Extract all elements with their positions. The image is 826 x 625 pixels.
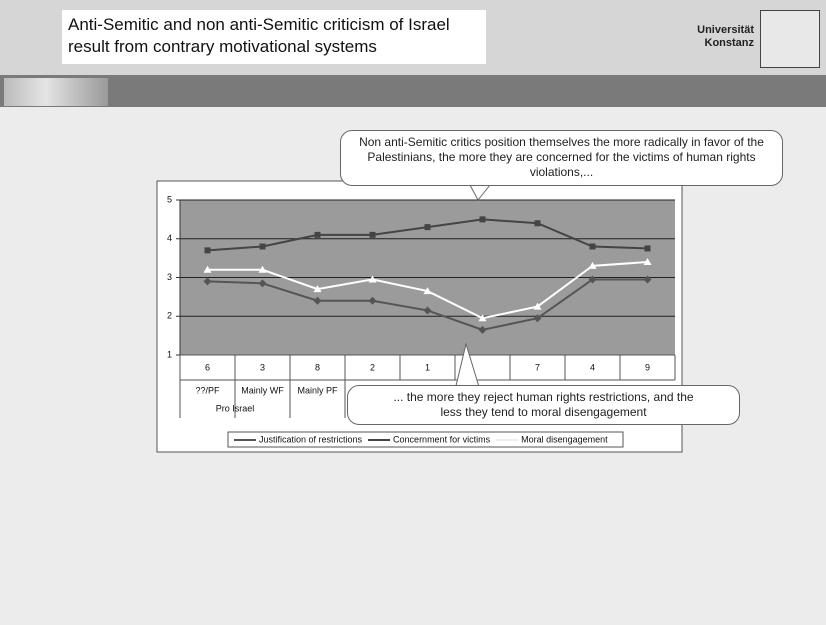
marker xyxy=(314,231,321,238)
marker xyxy=(258,265,267,273)
logo-line: Konstanz xyxy=(704,37,755,49)
y-tick-label: 3 xyxy=(167,272,172,282)
marker xyxy=(368,275,377,283)
y-tick-label: 2 xyxy=(167,311,172,321)
slide-title: Anti-Semitic and non anti-Semitic critic… xyxy=(62,10,486,64)
callout: ... the more they reject human rights re… xyxy=(347,385,740,425)
marker xyxy=(643,275,652,284)
marker xyxy=(478,314,487,322)
marker xyxy=(313,285,322,293)
marker xyxy=(423,306,432,315)
x-tick-label: 9 xyxy=(645,362,650,372)
y-tick-label: 1 xyxy=(167,349,172,359)
logo-image xyxy=(760,10,820,68)
marker xyxy=(423,287,432,295)
marker xyxy=(533,302,542,310)
marker xyxy=(424,224,431,231)
marker xyxy=(478,325,487,334)
header-photo xyxy=(4,78,108,106)
header-stripe xyxy=(0,75,826,107)
marker xyxy=(203,265,212,273)
marker xyxy=(589,243,596,250)
x-subcategory-label: Mainly PF xyxy=(297,385,338,395)
legend-box xyxy=(227,431,624,448)
marker xyxy=(258,279,267,288)
x-group-label: Pro Israel xyxy=(216,403,255,413)
callout-pointer xyxy=(454,342,481,391)
x-tick-label: 6 xyxy=(205,362,210,372)
x-tick-label: 8 xyxy=(315,362,320,372)
legend-label: Moral disengagement xyxy=(521,434,608,444)
marker xyxy=(588,261,597,269)
callout: Non anti-Semitic critics position themse… xyxy=(340,130,783,186)
logo-text: Universität Konstanz xyxy=(697,24,754,50)
legend-label: Justification of restrictions xyxy=(259,434,363,444)
callout-pointer xyxy=(469,184,491,201)
marker xyxy=(313,296,322,305)
logo-line: Universität xyxy=(697,24,754,36)
marker xyxy=(643,258,652,265)
x-tick-label: 3 xyxy=(260,362,265,372)
x-tick-label: 1 xyxy=(425,362,430,372)
y-tick-label: 5 xyxy=(167,194,172,204)
marker xyxy=(588,275,597,284)
x-subcategory-label: ??/PF xyxy=(195,385,220,395)
legend-label: Concernment for victims xyxy=(393,434,491,444)
marker xyxy=(204,247,211,254)
marker xyxy=(369,231,376,238)
y-tick-label: 4 xyxy=(167,233,172,243)
marker xyxy=(644,245,651,252)
marker xyxy=(479,216,486,223)
marker xyxy=(368,296,377,305)
x-tick-label: 7 xyxy=(535,362,540,372)
marker xyxy=(533,314,542,323)
x-tick-label: 2 xyxy=(370,362,375,372)
marker xyxy=(534,220,541,227)
marker xyxy=(203,277,212,286)
marker xyxy=(259,243,266,250)
x-tick-label: 4 xyxy=(590,362,595,372)
x-subcategory-label: Mainly WF xyxy=(241,385,284,395)
